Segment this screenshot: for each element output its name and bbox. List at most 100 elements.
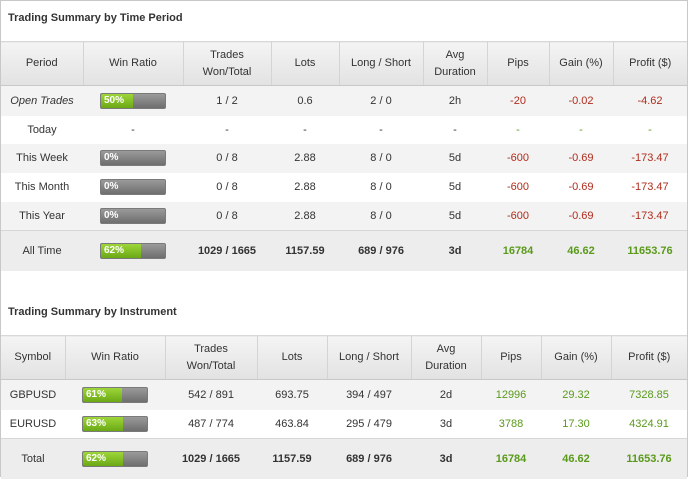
win-ratio-progress-bar: 63% xyxy=(82,415,148,432)
duration-cell: 3d xyxy=(439,417,453,430)
col-header-avg-duration: Avg Duration xyxy=(422,41,487,86)
section-title-instrument: Trading Summary by Instrument xyxy=(8,306,177,318)
pips-cell: 3788 xyxy=(498,417,524,430)
col-header-profit: Profit ($) xyxy=(610,335,687,380)
win-ratio-label: 50% xyxy=(104,94,125,106)
lots-cell: 2.88 xyxy=(271,201,339,231)
row-label: Total xyxy=(1,438,65,479)
profit-cell: 11653.76 xyxy=(611,438,687,479)
profit-cell: -4.62 xyxy=(613,85,687,116)
win-ratio-progress-bar: 61% xyxy=(82,386,148,403)
win-ratio-bar-fill xyxy=(83,451,123,466)
col-header-profit: Profit ($) xyxy=(612,41,687,86)
trades-cell: - xyxy=(225,123,229,136)
profit-cell: -173.47 xyxy=(613,201,687,231)
long-short-cell: 8 / 0 xyxy=(370,181,392,193)
lots-cell: 0.6 xyxy=(271,85,339,116)
duration-cell: 2h xyxy=(423,85,487,116)
col-header-period: Period xyxy=(1,41,83,86)
duration-cell: 5d xyxy=(448,181,462,193)
row-label: Today xyxy=(27,123,57,136)
long-short-cell: 2 / 0 xyxy=(339,85,423,116)
win-ratio-progress-bar: 50% xyxy=(100,92,166,109)
long-short-cell: 689 / 976 xyxy=(339,230,423,271)
col-header-trades: Trades Won/Total xyxy=(164,335,257,380)
win-ratio-label: 62% xyxy=(104,244,125,256)
profit-cell: 7328.85 xyxy=(611,379,687,410)
col-header-win-ratio: Win Ratio xyxy=(82,41,183,86)
win-ratio-progress-bar: 0% xyxy=(100,150,166,166)
gain-cell: 46.62 xyxy=(549,230,613,271)
profit-cell: -173.47 xyxy=(631,181,669,193)
lots-cell: 693.75 xyxy=(257,379,327,410)
col-header-avg-duration: Avg Duration xyxy=(410,335,481,380)
gain-cell: 29.32 xyxy=(541,379,611,410)
lots-cell: 1157.59 xyxy=(271,230,339,271)
pips-cell: 16784 xyxy=(481,438,541,479)
long-short-cell: 394 / 497 xyxy=(327,379,411,410)
lots-cell: 2.88 xyxy=(294,181,316,193)
long-short-cell: 8 / 0 xyxy=(339,143,423,173)
gain-cell: -0.69 xyxy=(568,181,594,193)
gain-cell: -0.69 xyxy=(549,143,613,173)
col-header-lots: Lots xyxy=(256,335,327,380)
trades-cell: 0 / 8 xyxy=(183,143,271,173)
table-row: This Year 0% 0 / 8 2.88 8 / 0 5d -600 -0.69 -173… xyxy=(1,201,687,231)
row-label: EURUSD xyxy=(9,417,57,430)
win-ratio-cell: 63% xyxy=(65,410,165,439)
win-ratio-cell: 61% xyxy=(65,379,165,410)
win-ratio-bar-fill xyxy=(83,416,124,431)
total-row: All Time 62% 1029 / 1665 1157.59 689 / 976 3d… xyxy=(1,230,687,271)
pips-cell: 12996 xyxy=(481,379,541,410)
col-header-long-short: Long / Short xyxy=(338,41,423,86)
win-ratio-progress-bar: 62% xyxy=(100,242,166,259)
row-label: This Year xyxy=(1,201,83,231)
win-ratio-label: 0% xyxy=(104,181,119,192)
trades-cell: 542 / 891 xyxy=(165,379,257,410)
win-ratio-progress-bar: 62% xyxy=(82,450,148,467)
gain-cell: -0.69 xyxy=(549,201,613,231)
duration-cell: 5d xyxy=(423,143,487,173)
col-header-win-ratio: Win Ratio xyxy=(64,335,165,380)
pips-cell: -600 xyxy=(487,201,549,231)
win-ratio-bar-fill xyxy=(101,243,141,258)
table-row: This Week 0% 0 / 8 2.88 8 / 0 5d -600 -0.69 -173… xyxy=(1,143,687,173)
duration-cell: 5d xyxy=(423,201,487,231)
lots-cell: 1157.59 xyxy=(257,438,327,479)
win-ratio-label: 63% xyxy=(86,417,107,429)
profit-cell: 11653.76 xyxy=(613,230,687,271)
long-short-cell: 295 / 479 xyxy=(346,417,392,430)
lots-cell: 463.84 xyxy=(275,417,309,430)
gain-cell: -0.02 xyxy=(549,85,613,116)
profit-cell: -173.47 xyxy=(613,143,687,173)
col-header-pips: Pips xyxy=(486,41,549,86)
table-header-row: Period Win Ratio Trades Won/Total Lots L… xyxy=(1,41,687,86)
pips-cell: -600 xyxy=(487,143,549,173)
lots-cell: 2.88 xyxy=(271,143,339,173)
row-label: GBPUSD xyxy=(1,379,65,410)
trades-cell: 1029 / 1665 xyxy=(165,438,257,479)
table-row: Today - - - - - - - - xyxy=(1,116,687,144)
duration-cell: - xyxy=(453,123,457,136)
win-ratio-cell: 62% xyxy=(83,230,183,271)
trades-cell: 1029 / 1665 xyxy=(183,230,271,271)
table-header-row: Symbol Win Ratio Trades Won/Total Lots L… xyxy=(1,335,687,380)
win-ratio-bar-fill xyxy=(83,387,123,402)
trades-cell: 0 / 8 xyxy=(216,181,238,193)
gain-cell: 17.30 xyxy=(562,417,590,430)
table-row: GBPUSD 61% 542 / 891 693.75 394 / 497 2d 12996… xyxy=(1,379,687,410)
row-label: This Week xyxy=(1,143,83,173)
section-title-time-period: Trading Summary by Time Period xyxy=(8,12,183,24)
time-period-table: Period Win Ratio Trades Won/Total Lots L… xyxy=(1,41,687,271)
win-ratio-progress-bar: 0% xyxy=(100,179,166,195)
row-label: This Month xyxy=(14,181,70,193)
win-ratio-label: 0% xyxy=(104,152,119,163)
table-row: Open Trades 50% 1 / 2 0.6 2 / 0 2h -20 -0.02 -4.… xyxy=(1,85,687,116)
duration-cell: 3d xyxy=(411,438,481,479)
col-header-pips: Pips xyxy=(480,335,541,380)
pips-cell: 16784 xyxy=(487,230,549,271)
long-short-cell: 8 / 0 xyxy=(339,201,423,231)
win-ratio-cell: 62% xyxy=(65,438,165,479)
pips-cell: -600 xyxy=(506,181,530,193)
col-header-symbol: Symbol xyxy=(1,335,65,380)
